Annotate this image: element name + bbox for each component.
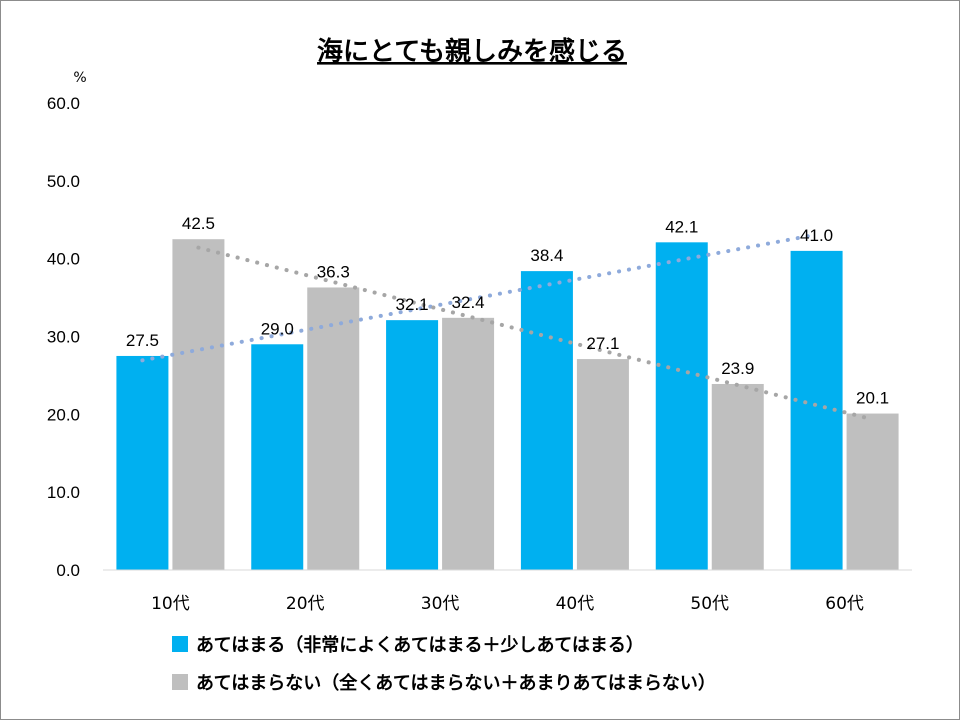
data-label: 36.3 — [317, 262, 350, 281]
y-tick-label: 10.0 — [47, 483, 80, 502]
data-label: 42.5 — [182, 214, 215, 233]
y-tick-label: 30.0 — [47, 328, 80, 347]
x-tick-label: 10代 — [151, 594, 190, 614]
bar-series-1 — [251, 344, 304, 570]
x-tick-label: 20代 — [286, 594, 325, 614]
data-label: 23.9 — [721, 359, 754, 378]
y-tick-label: 50.0 — [47, 172, 80, 191]
value-labels: 27.5 29.0 32.1 38.4 42.1 41.0 42.5 36.3 32.4 27.1… — [126, 214, 889, 407]
bar-series-2 — [711, 383, 764, 570]
data-label: 38.4 — [530, 246, 563, 265]
x-tick-label: 40代 — [556, 594, 595, 614]
bar-series-1 — [386, 320, 439, 570]
x-tick-label: 50代 — [690, 594, 729, 614]
data-label: 32.1 — [396, 295, 429, 314]
bar-series-1 — [655, 242, 708, 571]
x-tick-label: 30代 — [421, 594, 460, 614]
bar-series-2 — [576, 359, 629, 570]
chart-title: 海にとても親しみを感じる — [317, 37, 627, 67]
y-tick-label: 40.0 — [47, 250, 80, 269]
data-label: 27.5 — [126, 331, 159, 350]
bar-series-2 — [307, 287, 360, 570]
category-labels: 10代 20代 30代 40代 50代 60代 — [151, 594, 864, 614]
legend-swatch-series-2 — [172, 674, 188, 690]
bar-series-2 — [846, 413, 899, 570]
legend-label-series-2: あてはまらない（全くあてはまらない＋あまりあてはまらない） — [196, 672, 716, 694]
data-label: 32.4 — [452, 293, 485, 312]
bar-series-1 — [116, 355, 169, 570]
x-tick-label: 60代 — [825, 594, 864, 614]
legend-swatch-series-1 — [172, 636, 188, 652]
bars — [116, 239, 899, 571]
data-label: 29.0 — [261, 319, 294, 338]
trendline-series-1 — [140, 232, 819, 363]
y-axis-unit: % — [73, 70, 86, 86]
y-tick-label: 60.0 — [47, 94, 80, 113]
y-axis-ticks: 0.0 10.0 20.0 30.0 40.0 50.0 60.0 — [47, 94, 80, 580]
data-label: 42.1 — [665, 217, 698, 236]
legend-label-series-1: あてはまる（非常によくあてはまる＋少しあてはまる） — [196, 634, 644, 656]
y-tick-label: 0.0 — [56, 561, 80, 580]
legend: あてはまる（非常によくあてはまる＋少しあてはまる） あてはまらない（全くあてはまら… — [172, 634, 716, 694]
data-label: 41.0 — [800, 226, 833, 245]
bar-series-2 — [442, 317, 495, 570]
trendlines — [140, 232, 875, 422]
bar-series-2 — [172, 239, 225, 571]
bar-series-1 — [520, 271, 573, 570]
data-label: 20.1 — [856, 389, 889, 408]
data-label: 27.1 — [586, 334, 619, 353]
y-tick-label: 20.0 — [47, 405, 80, 424]
